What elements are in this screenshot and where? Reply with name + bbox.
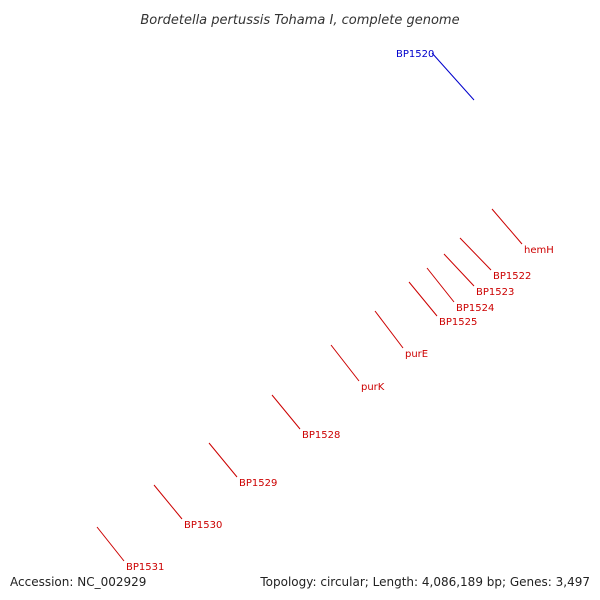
gene-label[interactable]: purE xyxy=(405,349,428,360)
gene-label-leader xyxy=(271,394,301,430)
gene-label[interactable]: BP1523 xyxy=(476,287,514,298)
gene-label[interactable]: BP1530 xyxy=(184,520,222,531)
gene-label-leader xyxy=(491,208,523,245)
gene-label[interactable]: BP1525 xyxy=(439,317,477,328)
gene-label[interactable]: purK xyxy=(361,382,385,393)
gene-label-leader xyxy=(96,526,125,562)
gene-label-leader xyxy=(443,253,475,287)
labels-layer: BP1520 hemH BP1522 BP1523 BP1524 BP1525 purE pu… xyxy=(96,49,554,573)
map-title: Bordetella pertussis Tohama I, complete … xyxy=(140,13,459,28)
gene-label[interactable]: BP1520 xyxy=(396,49,434,60)
gene-label[interactable]: BP1522 xyxy=(493,271,531,282)
genome-summary: Topology: circular; Length: 4,086,189 bp… xyxy=(259,575,590,589)
gene-label-leader xyxy=(153,484,183,520)
accession-label: Accession: NC_002929 xyxy=(10,575,146,589)
gene-label-leader xyxy=(426,267,455,303)
gene-label-leader xyxy=(431,52,475,101)
gene-label[interactable]: BP1524 xyxy=(456,303,494,314)
gene-label-leader xyxy=(374,310,404,349)
gene-label[interactable]: BP1531 xyxy=(126,562,164,573)
gene-label-leader xyxy=(208,442,238,478)
gene-label[interactable]: hemH xyxy=(524,245,554,256)
gene-label-leader xyxy=(408,281,438,317)
gene-label-leader xyxy=(330,344,360,382)
gene-label[interactable]: BP1529 xyxy=(239,478,277,489)
gene-label[interactable]: BP1528 xyxy=(302,430,340,441)
gene-label-leader xyxy=(459,237,492,271)
